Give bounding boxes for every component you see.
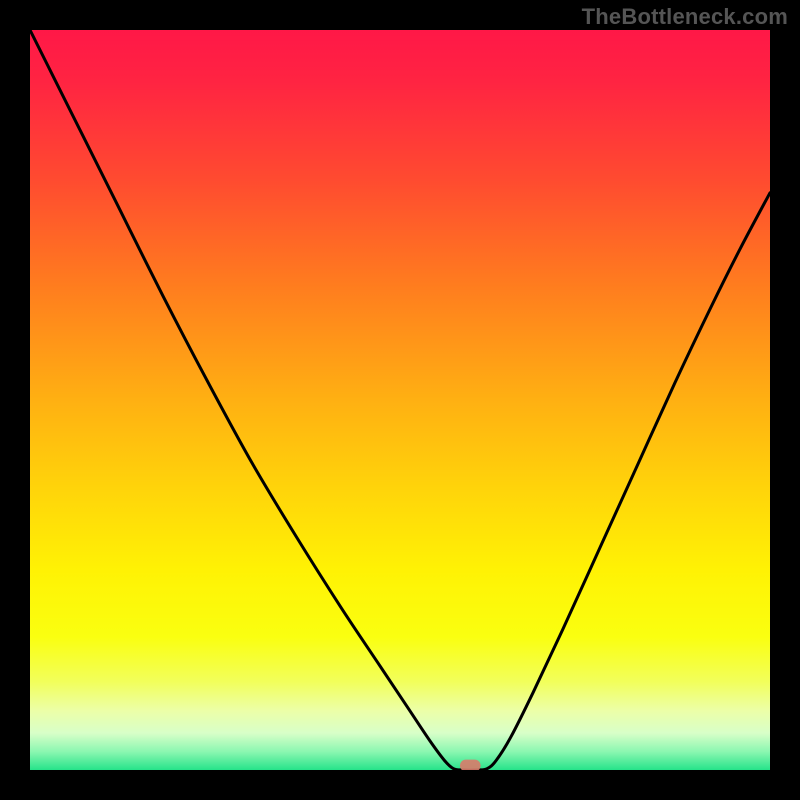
chart-frame: TheBottleneck.com xyxy=(0,0,800,800)
bottleneck-curve-chart xyxy=(30,30,770,770)
watermark-text: TheBottleneck.com xyxy=(582,4,788,30)
gradient-background xyxy=(30,30,770,770)
plot-area xyxy=(30,30,770,770)
optimal-point-marker xyxy=(460,760,481,770)
